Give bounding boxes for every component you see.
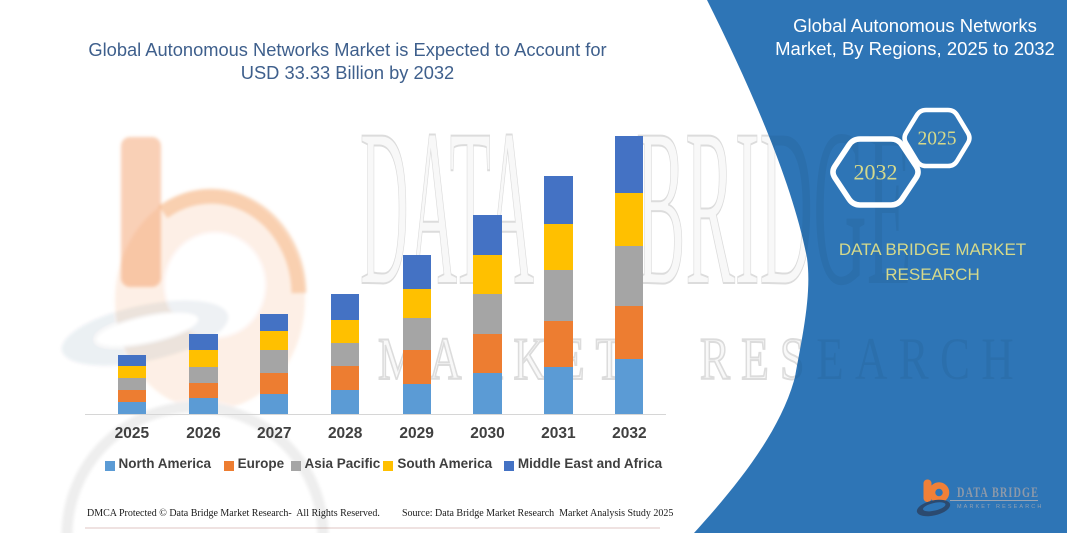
svg-text:RESEARCH: RESEARCH [700, 327, 1025, 393]
svg-text:DATA BRIDGE: DATA BRIDGE [957, 485, 1039, 501]
svg-text:2025: 2025 [918, 129, 957, 150]
svg-text:MARKET: MARKET [378, 327, 634, 393]
svg-text:DATA: DATA [360, 82, 534, 332]
svg-text:2032: 2032 [854, 160, 898, 185]
svg-text:MARKET RESEARCH: MARKET RESEARCH [957, 504, 1043, 510]
svg-text:DATA: DATA [360, 82, 534, 332]
